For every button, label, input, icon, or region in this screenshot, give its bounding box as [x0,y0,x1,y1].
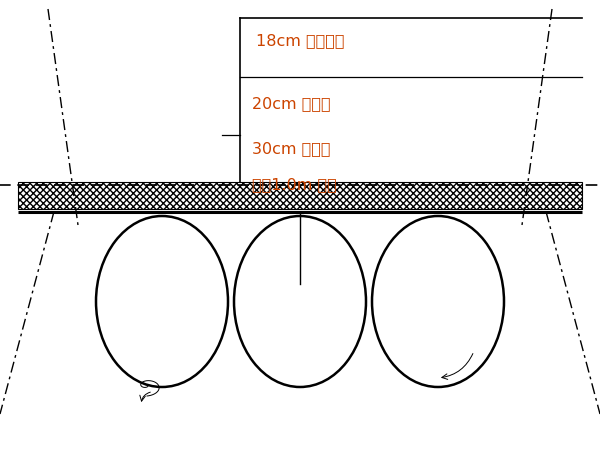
Text: 18cm 砂面层、: 18cm 砂面层、 [256,33,344,48]
Bar [18,182,582,209]
Text: 层，1.0m 圆管: 层，1.0m 圆管 [252,177,337,192]
Text: 30cm 石渣垒: 30cm 石渣垒 [252,141,331,156]
Text: 20cm 碎石土: 20cm 碎石土 [252,96,331,111]
